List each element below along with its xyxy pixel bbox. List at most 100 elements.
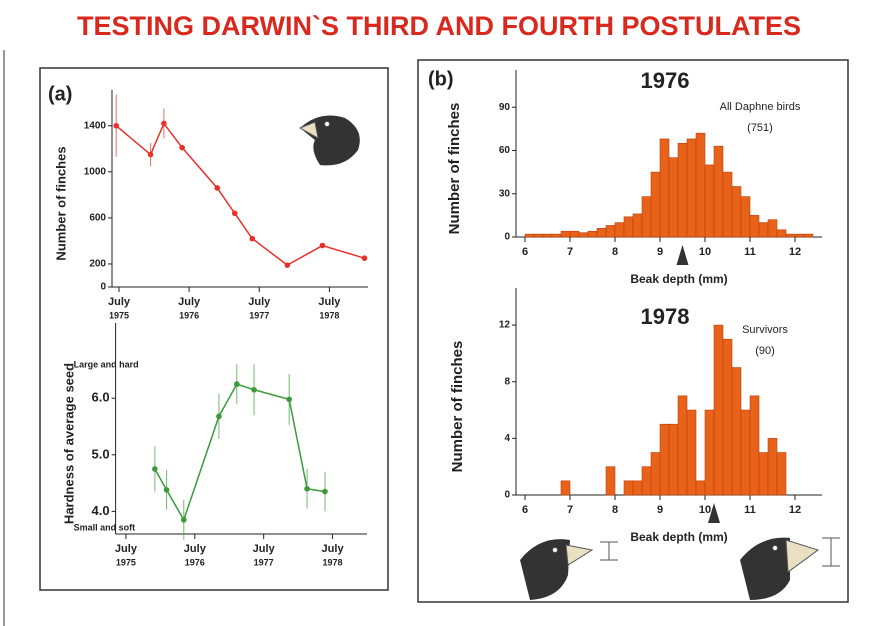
histogram-bar <box>767 438 778 496</box>
annotation: (90) <box>755 345 775 357</box>
y-tick-label: 0 <box>504 232 510 243</box>
panel-label: (b) <box>428 68 454 90</box>
histogram-bar <box>659 423 670 496</box>
x-tick-year: 1975 <box>109 310 129 320</box>
data-point <box>180 517 187 523</box>
histogram-bar <box>641 466 652 496</box>
data-point <box>231 210 238 217</box>
histogram-bar <box>722 338 733 496</box>
annotation: Large and hard <box>74 359 139 369</box>
finch-icon <box>520 539 618 600</box>
panel-b <box>417 59 849 603</box>
data-point <box>113 122 120 129</box>
histogram-bar <box>776 229 787 238</box>
histogram-bar <box>695 132 706 238</box>
data-point <box>179 144 185 151</box>
data-point <box>147 151 154 158</box>
x-axis-title: Beak depth (mm) <box>630 530 727 544</box>
x-tick-label: July <box>184 543 207 555</box>
y-tick-label: 12 <box>499 320 511 331</box>
histogram-bar <box>524 233 535 238</box>
x-tick-year: 1978 <box>319 310 339 320</box>
x-tick-label: 9 <box>657 504 663 516</box>
histogram-bar <box>767 219 778 238</box>
y-axis-title: Hardness of average seed <box>61 363 76 524</box>
histogram-bar <box>713 324 724 496</box>
histogram-bar <box>749 215 760 238</box>
histogram-bar <box>740 196 751 238</box>
chart-title: 1978 <box>641 304 690 329</box>
y-tick-label: 8 <box>504 376 510 387</box>
x-tick-label: 10 <box>699 504 711 516</box>
y-axis-title: Number of finches <box>449 341 466 473</box>
data-point <box>361 255 368 262</box>
histogram-bar <box>668 423 679 496</box>
histogram-bar <box>623 216 634 238</box>
y-tick-label: 1400 <box>84 120 107 131</box>
x-tick-label: 12 <box>789 504 801 516</box>
histogram-bar <box>650 452 661 496</box>
y-tick-label: 6.0 <box>92 390 110 405</box>
histogram-bar <box>803 233 814 238</box>
histogram-bar <box>731 367 742 496</box>
annotation: All Daphne birds <box>720 101 801 113</box>
histogram-bar <box>587 230 598 238</box>
mean-marker <box>708 503 720 523</box>
x-tick-year: 1976 <box>185 557 205 567</box>
data-point <box>152 466 158 472</box>
histogram-bar <box>533 233 544 238</box>
histogram-bar <box>677 142 688 238</box>
histogram-bar <box>704 164 715 238</box>
histogram-bar <box>605 466 616 496</box>
finch-icon <box>298 115 360 166</box>
histogram-bar <box>560 230 571 238</box>
histogram-bar <box>713 145 724 238</box>
x-tick-label: 11 <box>744 246 756 258</box>
y-tick-label: 30 <box>499 188 511 199</box>
histogram-bar <box>632 213 643 238</box>
x-tick-label: July <box>248 296 271 308</box>
x-tick-label: 6 <box>522 504 528 516</box>
y-axis-title: Number of finches <box>446 103 463 235</box>
y-tick-label: 60 <box>499 145 511 156</box>
histogram-bar <box>623 480 634 496</box>
x-axis-title: Beak depth (mm) <box>630 272 727 286</box>
y-tick-label: 4 <box>504 433 510 444</box>
histogram-bar <box>632 480 643 496</box>
x-tick-year: 1977 <box>249 310 269 320</box>
data-point <box>304 485 310 492</box>
y-tick-label: 5.0 <box>92 446 110 461</box>
x-tick-label: 8 <box>612 246 618 258</box>
mean-marker <box>676 245 689 265</box>
x-tick-label: July <box>322 543 345 555</box>
y-tick-label: 600 <box>89 213 106 224</box>
x-tick-label: 9 <box>657 246 663 258</box>
y-tick-label: 90 <box>499 102 511 113</box>
panel-a <box>39 67 389 591</box>
histogram-bar <box>731 186 742 238</box>
histogram-bar <box>605 225 616 238</box>
x-tick-year: 1977 <box>254 557 274 567</box>
y-tick-label: 200 <box>89 259 106 270</box>
annotation: Small and soft <box>74 522 136 532</box>
x-tick-label: 7 <box>567 246 573 258</box>
x-tick-label: 10 <box>699 246 711 258</box>
data-point <box>284 262 291 268</box>
histogram-bar <box>686 409 697 496</box>
annotation: Survivors <box>742 324 788 336</box>
x-tick-label: 12 <box>789 246 801 258</box>
x-tick-label: July <box>318 296 341 308</box>
y-axis-title: Number of finches <box>53 146 68 260</box>
histogram-bar <box>542 233 553 238</box>
data-point <box>161 120 167 127</box>
x-tick-label: July <box>115 543 138 555</box>
data-point <box>319 242 326 249</box>
y-tick-label: 0 <box>100 282 106 293</box>
histogram-bar <box>704 409 715 496</box>
data-point <box>322 488 328 495</box>
histogram-bar <box>758 222 769 238</box>
data-point <box>251 386 257 393</box>
x-tick-label: 7 <box>567 504 573 516</box>
